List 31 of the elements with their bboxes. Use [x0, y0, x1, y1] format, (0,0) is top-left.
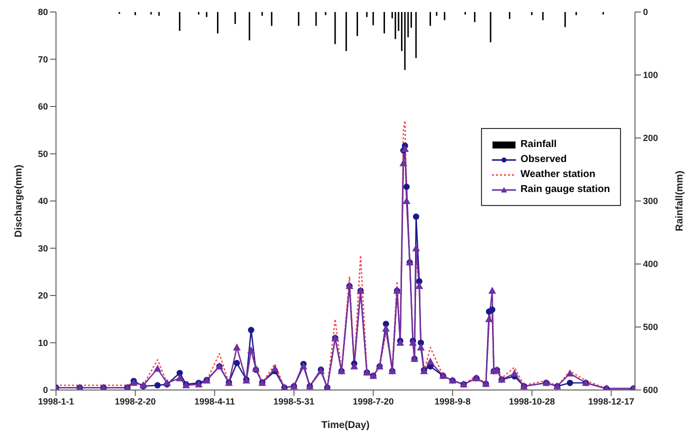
- y-tick-label: 80: [38, 7, 48, 18]
- x-tick-label: 1998-9-8: [434, 396, 471, 406]
- x-tick-label: 1998-5-31: [273, 396, 314, 406]
- y-tick-label: 20: [38, 290, 48, 301]
- x-axis-title: Time(Day): [321, 420, 370, 431]
- x-tick-label: 1998-7-20: [352, 396, 394, 406]
- y2-tick-label: 100: [643, 70, 658, 80]
- y-tick-label: 10: [38, 338, 48, 348]
- y2-tick-label: 600: [643, 385, 658, 396]
- x-tick-label: 1998-1-1: [38, 396, 74, 406]
- y2-tick-label: 0: [643, 7, 648, 18]
- y2-tick-label: 300: [643, 196, 658, 206]
- legend-label: Weather station: [520, 169, 596, 180]
- y-tick-label: 70: [38, 54, 48, 64]
- y2-axis-title: Rainfall(mm): [674, 170, 686, 232]
- y-tick-label: 0: [42, 385, 48, 396]
- y2-tick-label: 500: [643, 322, 658, 332]
- y-tick-label: 60: [38, 102, 48, 112]
- y-tick-label: 40: [38, 196, 48, 206]
- y-axis-title: Discharge(mm): [14, 164, 25, 238]
- y2-tick-label: 400: [643, 259, 658, 270]
- x-tick-label: 1998-4-11: [194, 396, 235, 406]
- x-tick-label: 1998-2-20: [114, 396, 156, 406]
- x-tick-label: 1998-10-28: [508, 396, 555, 406]
- x-tick-label: 1998-12-17: [588, 396, 634, 406]
- y2-tick-label: 200: [643, 133, 658, 144]
- legend-label: Observed: [520, 154, 567, 165]
- legend-label: Rain gauge station: [520, 184, 610, 195]
- legend-label: Rainfall: [520, 139, 557, 150]
- y-tick-label: 50: [38, 148, 48, 159]
- y-tick-label: 30: [38, 243, 48, 254]
